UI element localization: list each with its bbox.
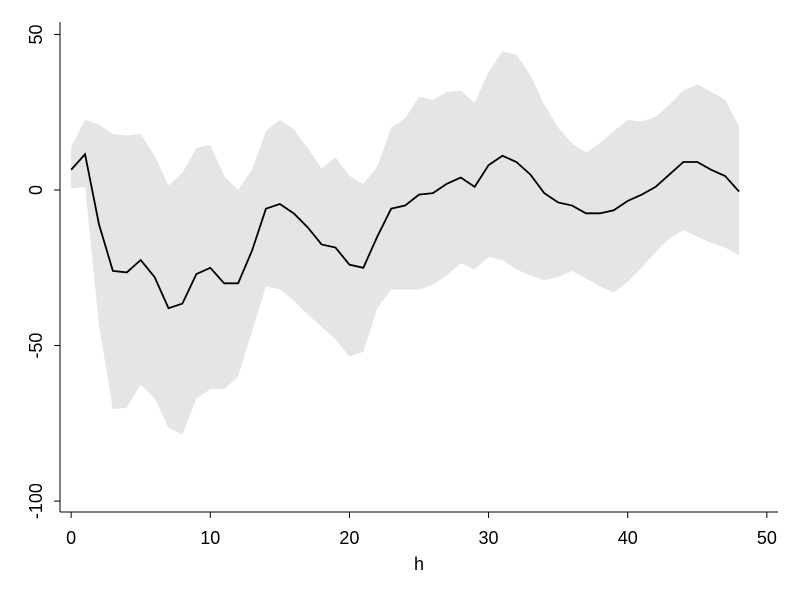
- y-tick-label: 0: [26, 185, 46, 195]
- x-tick-label: 50: [757, 528, 777, 548]
- x-tick-label: 10: [200, 528, 220, 548]
- y-tick-label: -100: [26, 483, 46, 519]
- y-tick-label: 50: [26, 24, 46, 44]
- x-tick-label: 20: [339, 528, 359, 548]
- line: [70, 152, 740, 310]
- x-tick-label: 30: [479, 528, 499, 548]
- confidence-band: [71, 51, 740, 435]
- y-tick-label: -50: [26, 333, 46, 359]
- x-tick-label: 0: [66, 528, 76, 548]
- x-tick-label: 40: [618, 528, 638, 548]
- x-axis-label: h: [414, 554, 424, 574]
